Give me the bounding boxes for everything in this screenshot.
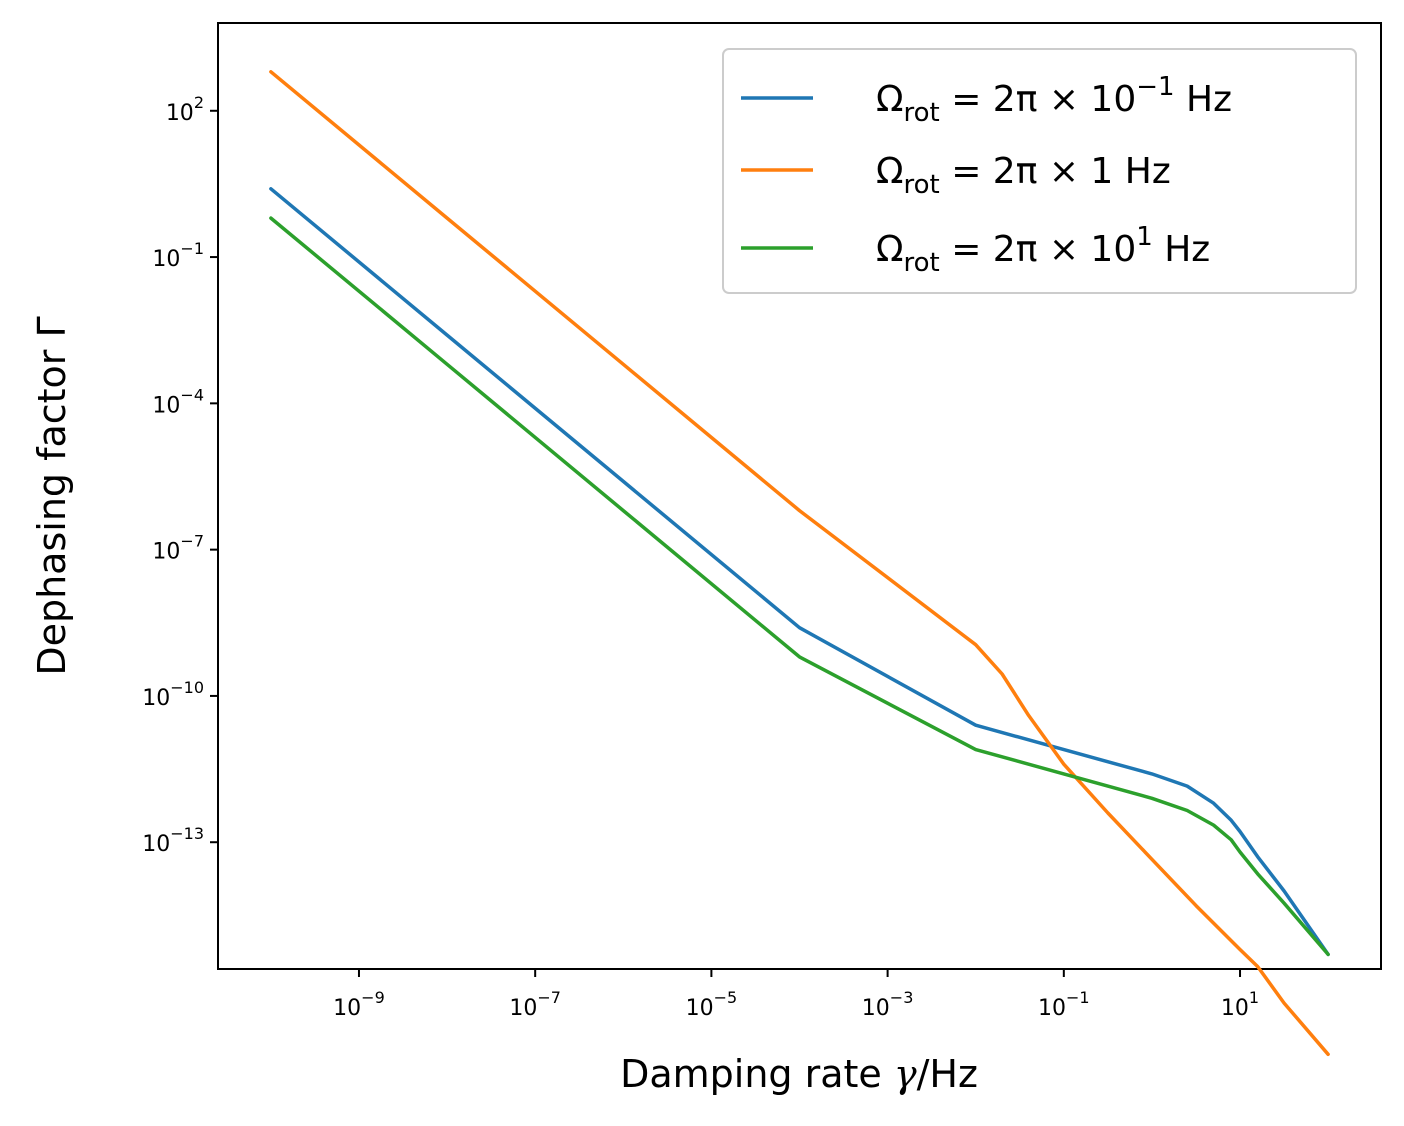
series-line-2: [269, 70, 1330, 1057]
x-tick-label: 10−9: [333, 988, 385, 1021]
series-line-3: [269, 216, 1330, 957]
y-tick-label: 10−13: [142, 824, 204, 857]
legend-entry: Ωrot = 2π × 10−1 Hz: [741, 72, 1232, 128]
series-line-1: [269, 187, 1330, 957]
y-tick-label: 10−4: [152, 385, 204, 418]
x-tick-label: 101: [1221, 988, 1259, 1021]
legend-entry: Ωrot = 2π × 1 Hz: [741, 151, 1171, 200]
x-axis: 10−9 10−7 10−5 10−3 10−1 101: [333, 969, 1259, 1021]
legend-label: Ωrot = 2π × 1 Hz: [876, 151, 1171, 200]
x-tick-label: 10−7: [509, 988, 561, 1021]
y-tick-label: 10−7: [152, 532, 204, 565]
series-lines: [269, 70, 1330, 1057]
x-tick-label: 10−5: [686, 988, 738, 1021]
legend: Ωrot = 2π × 10−1 Hz Ωrot = 2π × 1 Hz Ωrot …: [722, 48, 1357, 294]
y-tick-label: 10−10: [142, 678, 204, 711]
x-axis-label: Damping rate γ/Hz: [620, 1052, 978, 1096]
legend-label: Ωrot = 2π × 10−1 Hz: [876, 72, 1232, 128]
y-axis-label: Dephasing factor Γ: [30, 316, 74, 675]
plot-frame: [217, 22, 1382, 970]
y-tick-label: 102: [166, 93, 204, 126]
legend-entry: Ωrot = 2π × 101 Hz: [741, 222, 1210, 278]
y-tick-label: 10−1: [152, 239, 204, 272]
legend-label: Ωrot = 2π × 101 Hz: [876, 222, 1210, 278]
legend-box: [722, 48, 1357, 294]
y-axis: 102 10−1 10−4 10−7 10−10 10−13: [142, 93, 218, 857]
x-tick-label: 10−3: [862, 988, 914, 1021]
x-tick-label: 10−1: [1038, 988, 1090, 1021]
